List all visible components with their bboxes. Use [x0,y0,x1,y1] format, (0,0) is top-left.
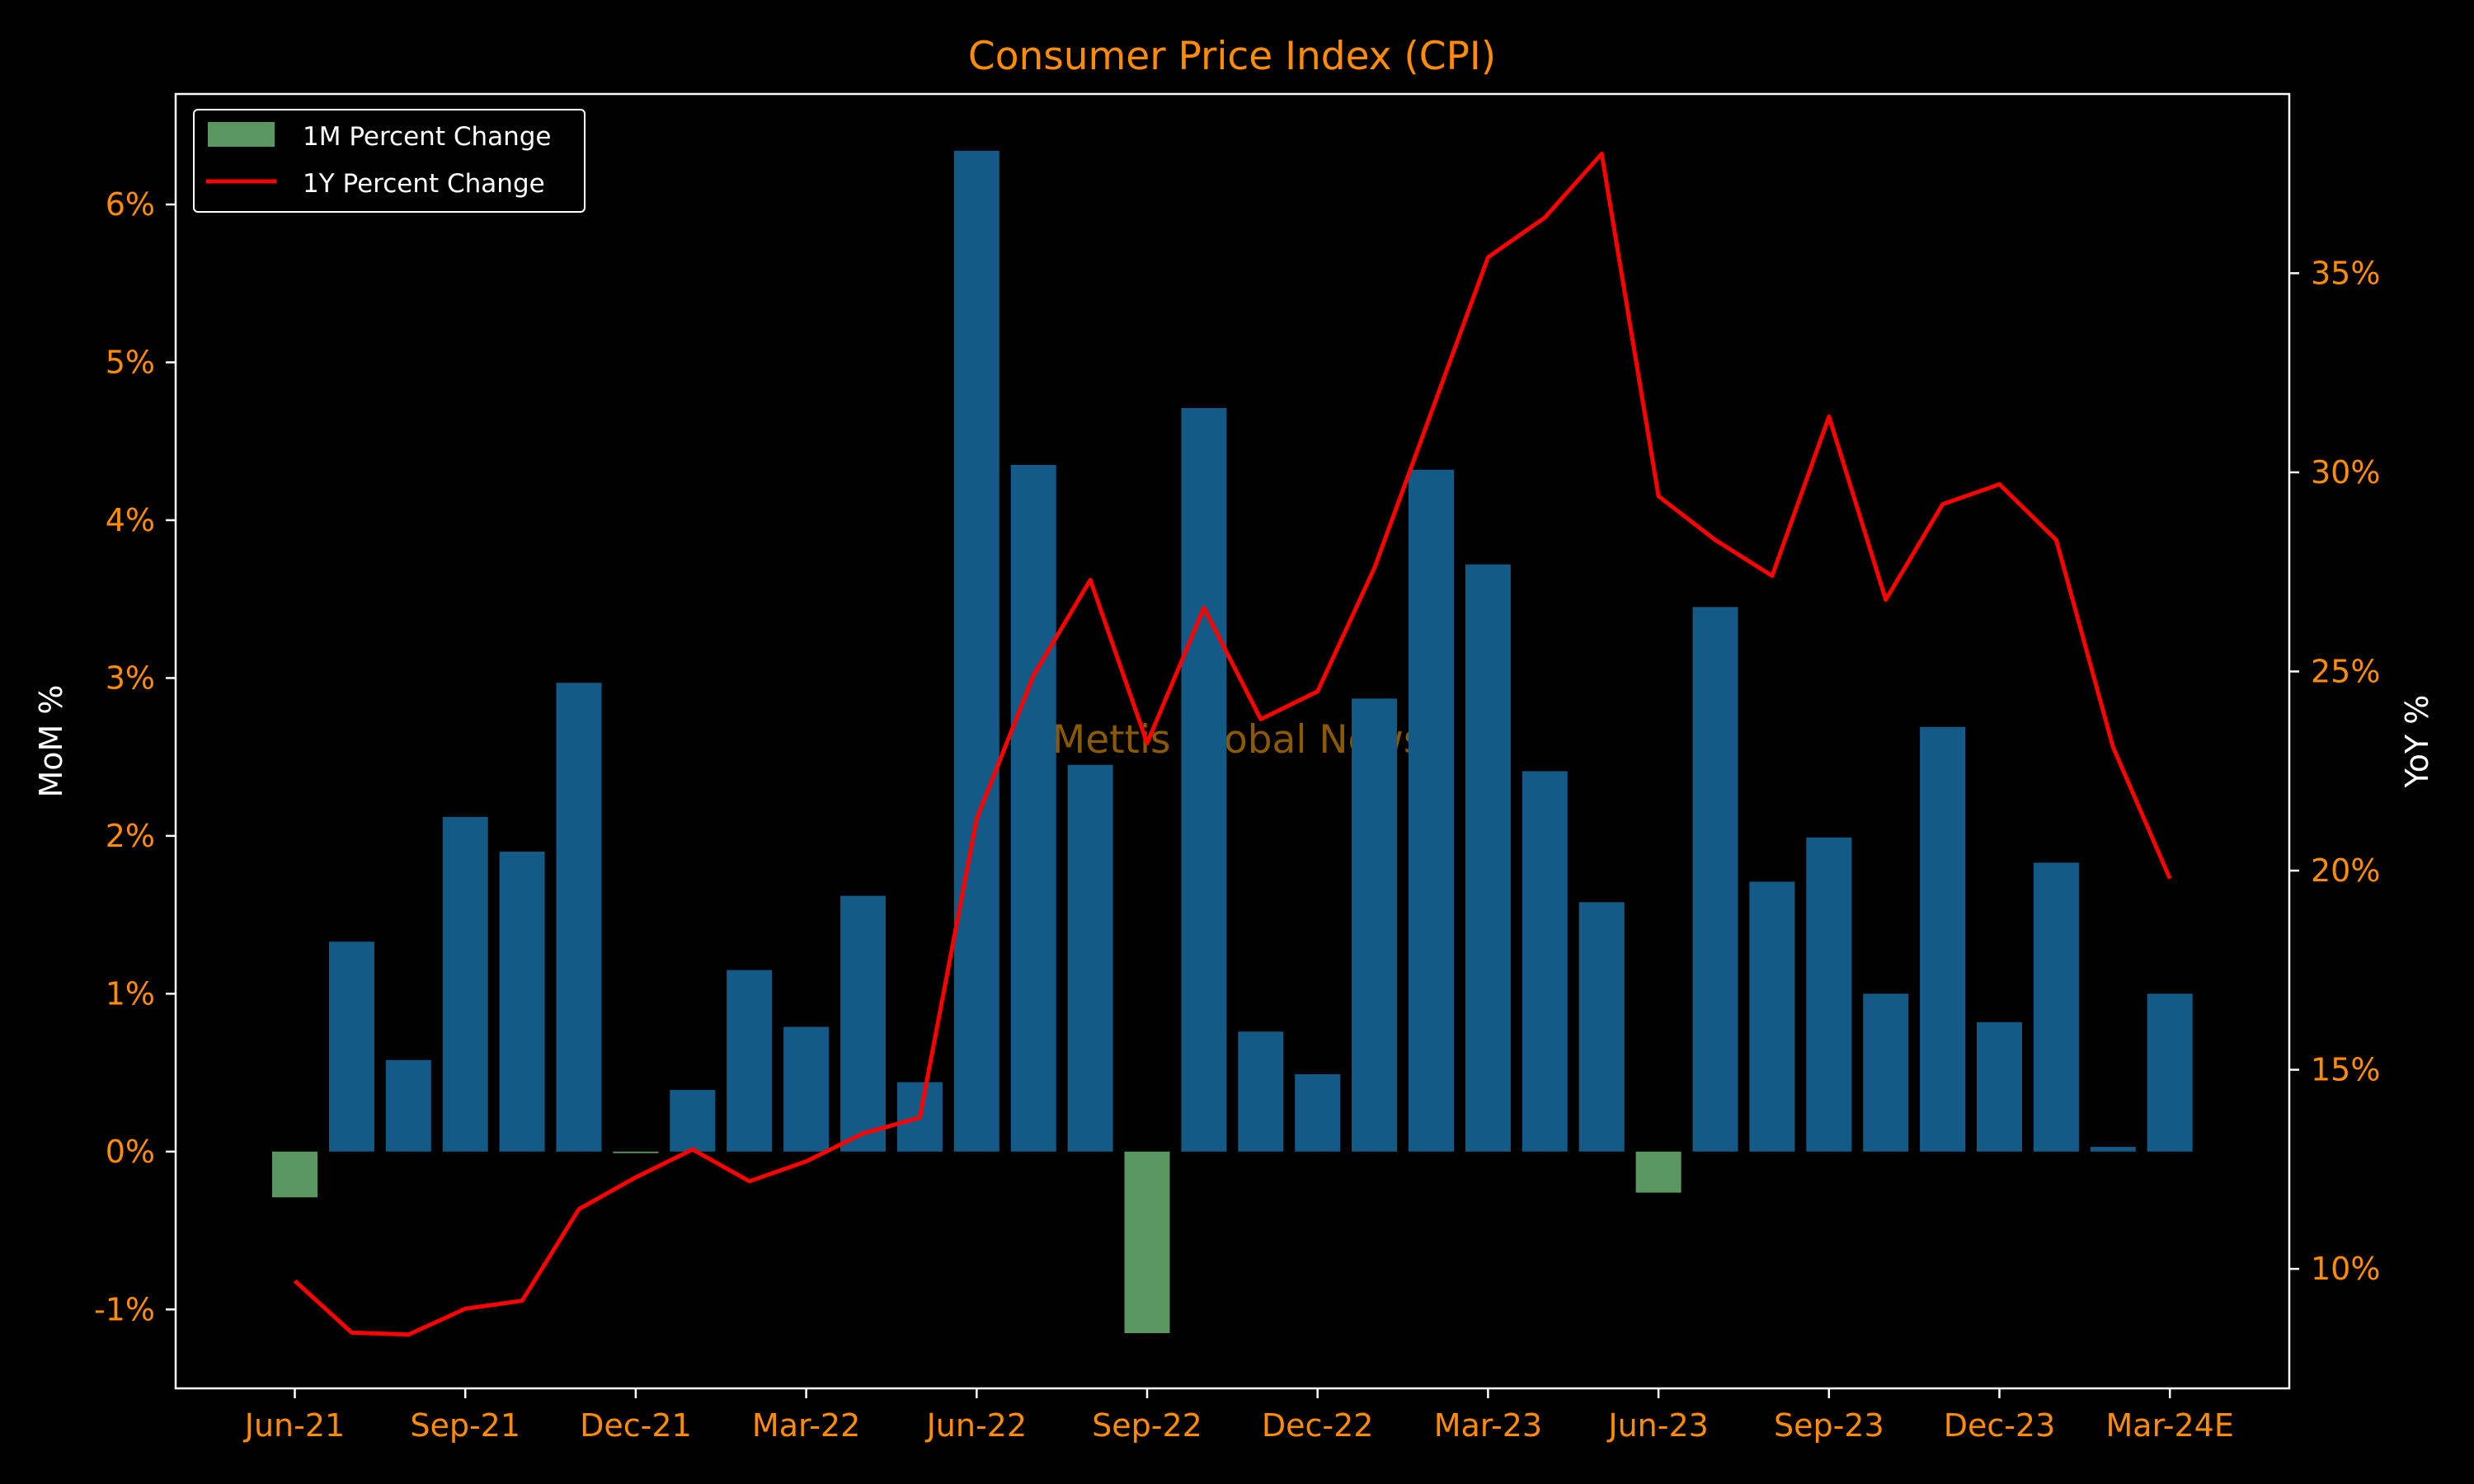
bars-layer [272,150,2193,1333]
x-tick-label-Mar-22: Mar-22 [752,1407,860,1444]
y-left-tick-label-0: 0% [106,1134,155,1170]
y-right-tick-label-25: 25% [2311,653,2380,689]
line-layer [293,152,2172,1337]
x-tick-label-Sep-21: Sep-21 [410,1407,520,1444]
x-tick-label-Jun-22: Jun-22 [925,1407,1027,1444]
x-tick-label-Jun-23: Jun-23 [1606,1407,1708,1444]
bar-Jun-22 [953,150,999,1152]
x-tick-label-Dec-22: Dec-22 [1262,1407,1374,1444]
legend-label-1y: 1Y Percent Change [303,169,545,199]
bar-May-23 [1578,902,1625,1152]
legend-label-1m: 1M Percent Change [303,122,552,152]
x-tick-label-Mar-23: Mar-23 [1434,1407,1542,1444]
legend-bar-swatch [208,122,275,147]
y-left-tick-label-5: 5% [106,344,155,380]
y-axis-right: 10% 15% 20% 25% 30% 35% [2289,255,2380,1287]
legend: 1M Percent Change 1Y Percent Change [193,109,586,213]
x-tick-label-Jun-21: Jun-21 [243,1407,345,1444]
bar-Aug-21 [385,1059,431,1152]
x-tick-label-Sep-22: Sep-22 [1092,1407,1202,1444]
y-right-tick-label-20: 20% [2311,852,2380,889]
bar-Nov-23 [1920,726,1966,1152]
y-left-tick-label--1: -1% [94,1291,155,1327]
y-axis-left-label: MoM % [33,684,69,797]
x-tick-label-Dec-21: Dec-21 [580,1407,692,1444]
bar-Mar-23 [1465,564,1511,1152]
bar-Jan-24 [2033,862,2079,1152]
y-axis-right-label: YoY % [2399,695,2435,789]
bar-Feb-23 [1409,469,1454,1152]
plot-frame [174,92,2291,1390]
bar-Oct-21 [499,852,545,1152]
bar-Aug-22 [1067,764,1113,1152]
y-left-tick-label-4: 4% [106,502,155,538]
y-left-tick-label-2: 2% [106,818,155,854]
bar-Sep-22 [1124,1151,1170,1333]
bar-Mar-24E [2147,993,2193,1152]
bar-Dec-22 [1295,1074,1341,1152]
x-tick-label-Mar-24E: Mar-24E [2106,1407,2234,1444]
legend-box [193,109,586,213]
bar-Jan-22 [670,1090,716,1152]
bar-Feb-24 [2090,1147,2136,1152]
bar-Sep-23 [1806,837,1852,1152]
bar-Apr-22 [840,895,886,1152]
y-axis-left: -1% 0% 1% 2% 3% 4% 5% 6% [94,186,176,1327]
bar-Jan-23 [1352,698,1398,1152]
bar-Dec-23 [1977,1021,2022,1152]
bar-Oct-23 [1863,993,1909,1152]
bar-Oct-22 [1181,408,1227,1152]
chart-title: Consumer Price Index (CPI) [968,34,1496,79]
bar-Dec-21 [613,1151,659,1153]
yoy-line [293,152,2172,1337]
y-right-tick-label-15: 15% [2311,1052,2380,1088]
y-right-tick-label-35: 35% [2311,255,2380,291]
y-left-tick-label-3: 3% [106,660,155,696]
x-tick-label-Dec-23: Dec-23 [1944,1407,2056,1444]
bar-Jul-22 [1010,464,1056,1152]
y-left-tick-label-1: 1% [106,975,155,1012]
bar-Sep-21 [442,816,488,1152]
x-tick-label-Sep-23: Sep-23 [1774,1407,1884,1444]
bar-Mar-22 [783,1026,830,1152]
bar-Jul-21 [328,942,374,1152]
bar-Nov-21 [556,683,602,1152]
x-axis: Jun-21 Sep-21 Dec-21 Mar-22 Jun-22 Sep-22 Dec-… [243,1388,2234,1444]
y-right-tick-label-30: 30% [2311,454,2380,491]
y-right-tick-label-10: 10% [2311,1251,2380,1287]
bar-Aug-23 [1749,881,1795,1152]
bar-Feb-22 [727,970,773,1152]
bar-Jun-21 [272,1151,317,1198]
y-left-tick-label-6: 6% [106,186,155,223]
bar-Apr-23 [1522,771,1568,1152]
bar-Jun-23 [1635,1151,1681,1193]
bar-Nov-22 [1238,1031,1284,1152]
bar-Jul-23 [1692,607,1738,1152]
